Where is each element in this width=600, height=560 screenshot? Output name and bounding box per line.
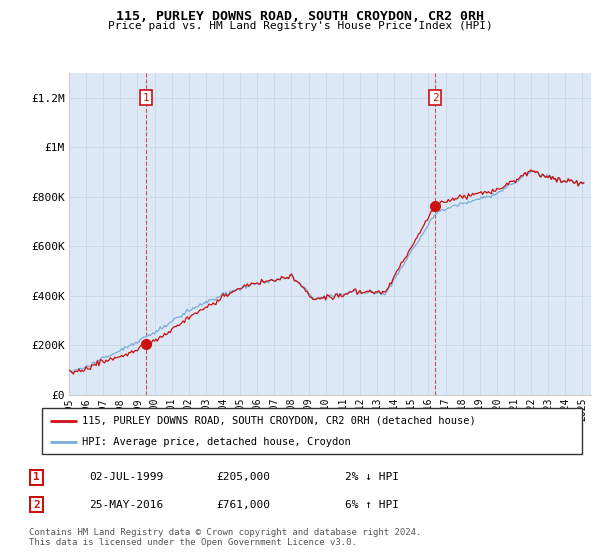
Text: 2: 2 [432, 92, 439, 102]
Text: £761,000: £761,000 [216, 500, 270, 510]
Text: 115, PURLEY DOWNS ROAD, SOUTH CROYDON, CR2 0RH (detached house): 115, PURLEY DOWNS ROAD, SOUTH CROYDON, C… [83, 416, 476, 426]
Text: 115, PURLEY DOWNS ROAD, SOUTH CROYDON, CR2 0RH: 115, PURLEY DOWNS ROAD, SOUTH CROYDON, C… [116, 10, 484, 22]
Text: 25-MAY-2016: 25-MAY-2016 [89, 500, 163, 510]
Text: Price paid vs. HM Land Registry's House Price Index (HPI): Price paid vs. HM Land Registry's House … [107, 21, 493, 31]
Text: £205,000: £205,000 [216, 472, 270, 482]
Text: 6% ↑ HPI: 6% ↑ HPI [345, 500, 399, 510]
Text: 2% ↓ HPI: 2% ↓ HPI [345, 472, 399, 482]
Text: Contains HM Land Registry data © Crown copyright and database right 2024.
This d: Contains HM Land Registry data © Crown c… [29, 528, 421, 547]
Text: 2: 2 [33, 500, 40, 510]
FancyBboxPatch shape [29, 469, 43, 484]
Text: HPI: Average price, detached house, Croydon: HPI: Average price, detached house, Croy… [83, 437, 351, 447]
Text: 1: 1 [143, 92, 149, 102]
Text: 1: 1 [33, 472, 40, 482]
FancyBboxPatch shape [29, 497, 43, 512]
FancyBboxPatch shape [42, 408, 582, 454]
Text: 02-JUL-1999: 02-JUL-1999 [89, 472, 163, 482]
